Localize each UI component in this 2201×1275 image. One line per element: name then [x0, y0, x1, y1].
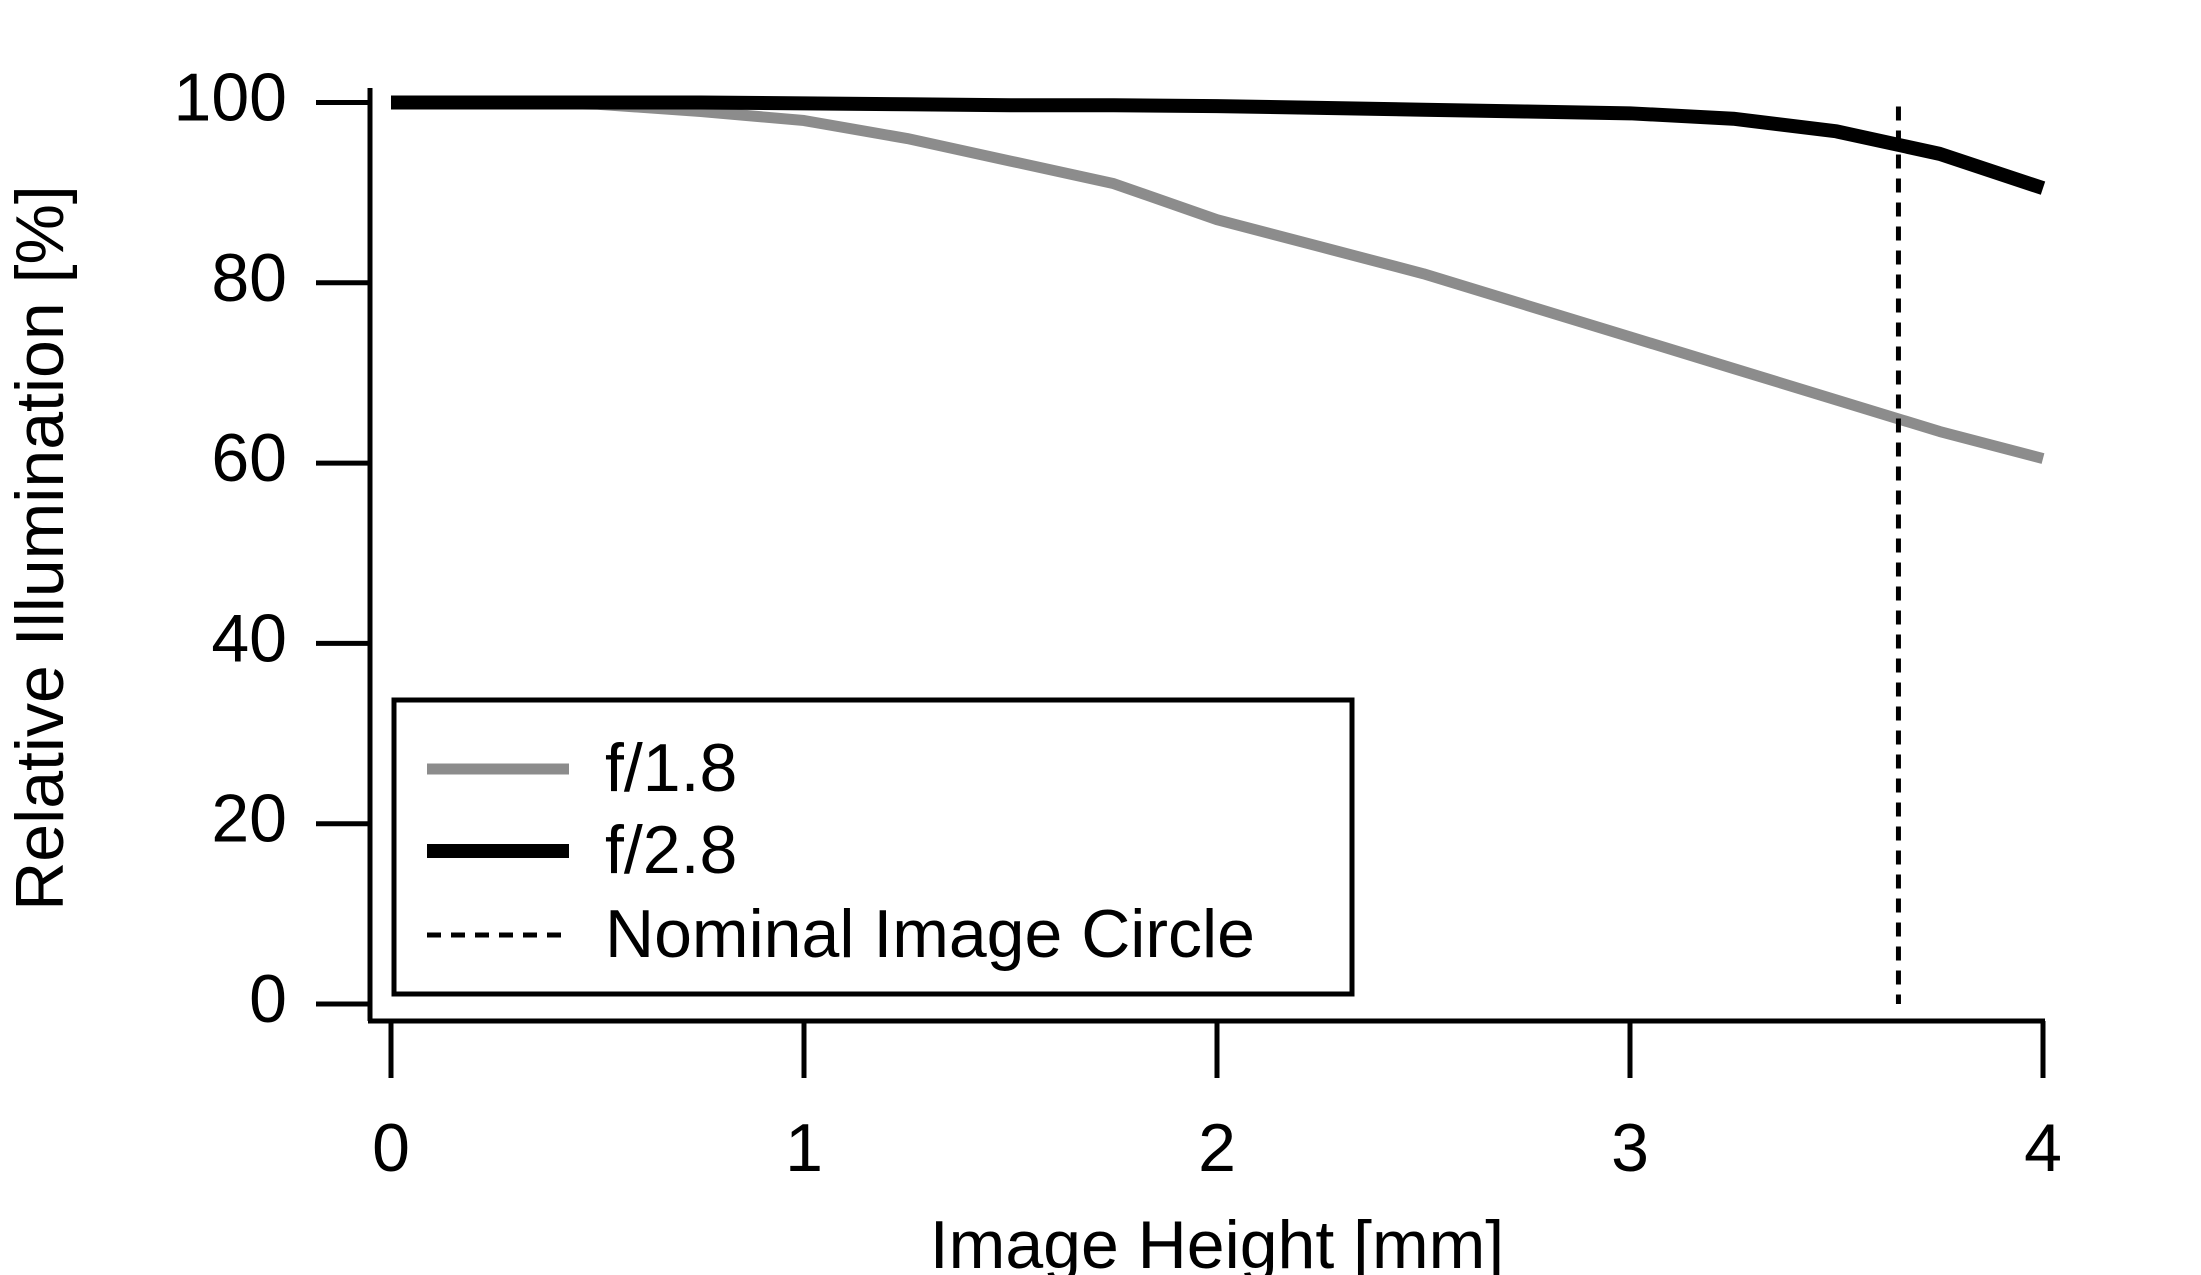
x-tick-label: 1	[785, 1110, 823, 1186]
x-axis-title: Image Height [mm]	[930, 1207, 1504, 1275]
y-tick-label: 100	[174, 59, 287, 135]
legend-box	[391, 697, 1355, 997]
legend-label: f/2.8	[605, 812, 737, 888]
x-tick-label: 4	[2024, 1110, 2062, 1186]
y-tick-label: 60	[211, 420, 287, 496]
x-tick-label: 0	[372, 1110, 410, 1186]
legend-label: Nominal Image Circle	[605, 896, 1255, 972]
series-line	[391, 95, 2046, 195]
y-tick-label: 80	[211, 240, 287, 316]
series-line	[391, 97, 2045, 464]
y-tick-label: 0	[249, 961, 287, 1037]
x-tick-label: 2	[1198, 1110, 1236, 1186]
y-tick-label: 20	[211, 781, 287, 857]
legend-label: f/1.8	[605, 730, 737, 806]
y-axis-title: Relative Illumination [%]	[2, 185, 78, 911]
y-tick-label: 40	[211, 600, 287, 676]
x-tick-label: 3	[1611, 1110, 1649, 1186]
